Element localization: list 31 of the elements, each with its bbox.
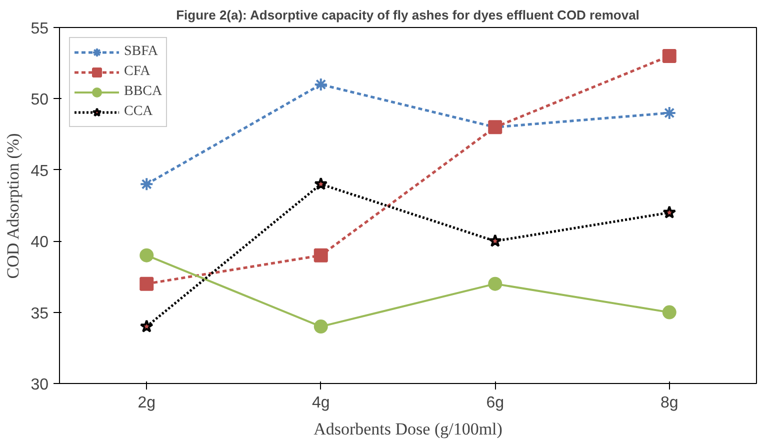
- x-tick-label: 2g: [138, 394, 156, 412]
- y-tick-label: 50: [30, 92, 49, 109]
- point: [314, 320, 328, 334]
- point: [488, 276, 502, 291]
- point: [662, 305, 676, 320]
- x-axis-title: Adsorbents Dose (g/100ml): [314, 420, 502, 438]
- point: [140, 320, 154, 332]
- y-tick-label: 35: [30, 305, 49, 322]
- chart-title: Figure 2(a): Adsorptive capacity of fly ashes for dyes effluent COD removal: [176, 8, 640, 22]
- point: [662, 106, 676, 120]
- y-axis-title: COD Adsorption (%): [4, 133, 23, 279]
- y-tick-label: 30: [30, 376, 49, 394]
- x-tick-label: 4g: [312, 394, 330, 412]
- point: [662, 206, 676, 218]
- legend-label: BBCA: [124, 84, 162, 100]
- x-tick-label: 8g: [660, 394, 678, 412]
- y-tick-label: 45: [30, 162, 49, 180]
- legend-label: SBFA: [124, 44, 158, 60]
- point: [314, 77, 328, 92]
- point: [488, 234, 502, 247]
- point: [140, 276, 154, 291]
- y-tick-label: 55: [30, 20, 49, 38]
- y-tick-label: 40: [30, 234, 49, 252]
- point: [140, 248, 154, 262]
- point: [314, 248, 328, 262]
- point: [314, 177, 328, 190]
- legend-label: CCA: [124, 104, 153, 120]
- point: [140, 177, 154, 192]
- point: [662, 48, 676, 63]
- x-tick-label: 6g: [486, 394, 504, 412]
- legend-label: CFA: [124, 64, 150, 80]
